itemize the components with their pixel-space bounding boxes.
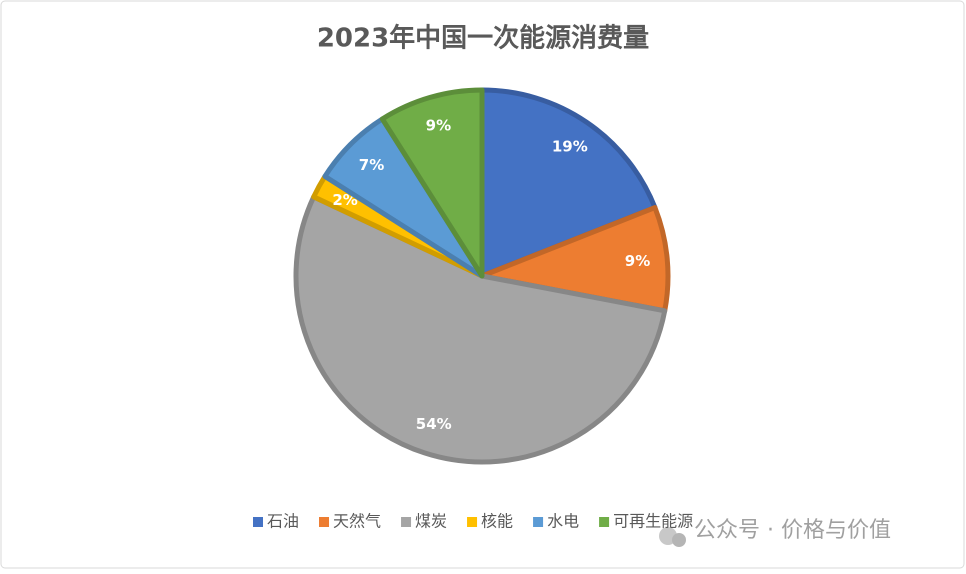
data-label: 9% [426,116,451,134]
legend-label: 天然气 [333,512,381,531]
legend-label: 石油 [267,512,299,531]
watermark-text: 公众号 · 价格与价值 [694,518,891,543]
pie-slice [479,87,658,279]
chart-title: 2023年中国一次能源消费量 [317,23,649,54]
legend-swatch [253,517,263,527]
data-label: 9% [625,252,650,270]
data-label: 19% [552,137,588,155]
watermark-icon [672,533,686,547]
legend-swatch [599,517,610,527]
legend-label: 核能 [481,512,513,531]
legend-swatch [467,517,478,527]
pie-slice [293,194,668,465]
legend-swatch [319,517,330,527]
watermark: 公众号 · 价格与价值 [659,518,891,547]
legend-label: 可再生能源 [613,512,693,531]
legend-swatch [533,517,544,527]
legend-label: 煤炭 [415,512,447,531]
pie-slice [479,205,671,314]
pie-slice [379,87,485,279]
legend-label: 水电 [547,512,579,531]
legend-swatch [401,517,412,527]
data-label: 7% [359,156,384,174]
data-label: 54% [416,415,452,433]
